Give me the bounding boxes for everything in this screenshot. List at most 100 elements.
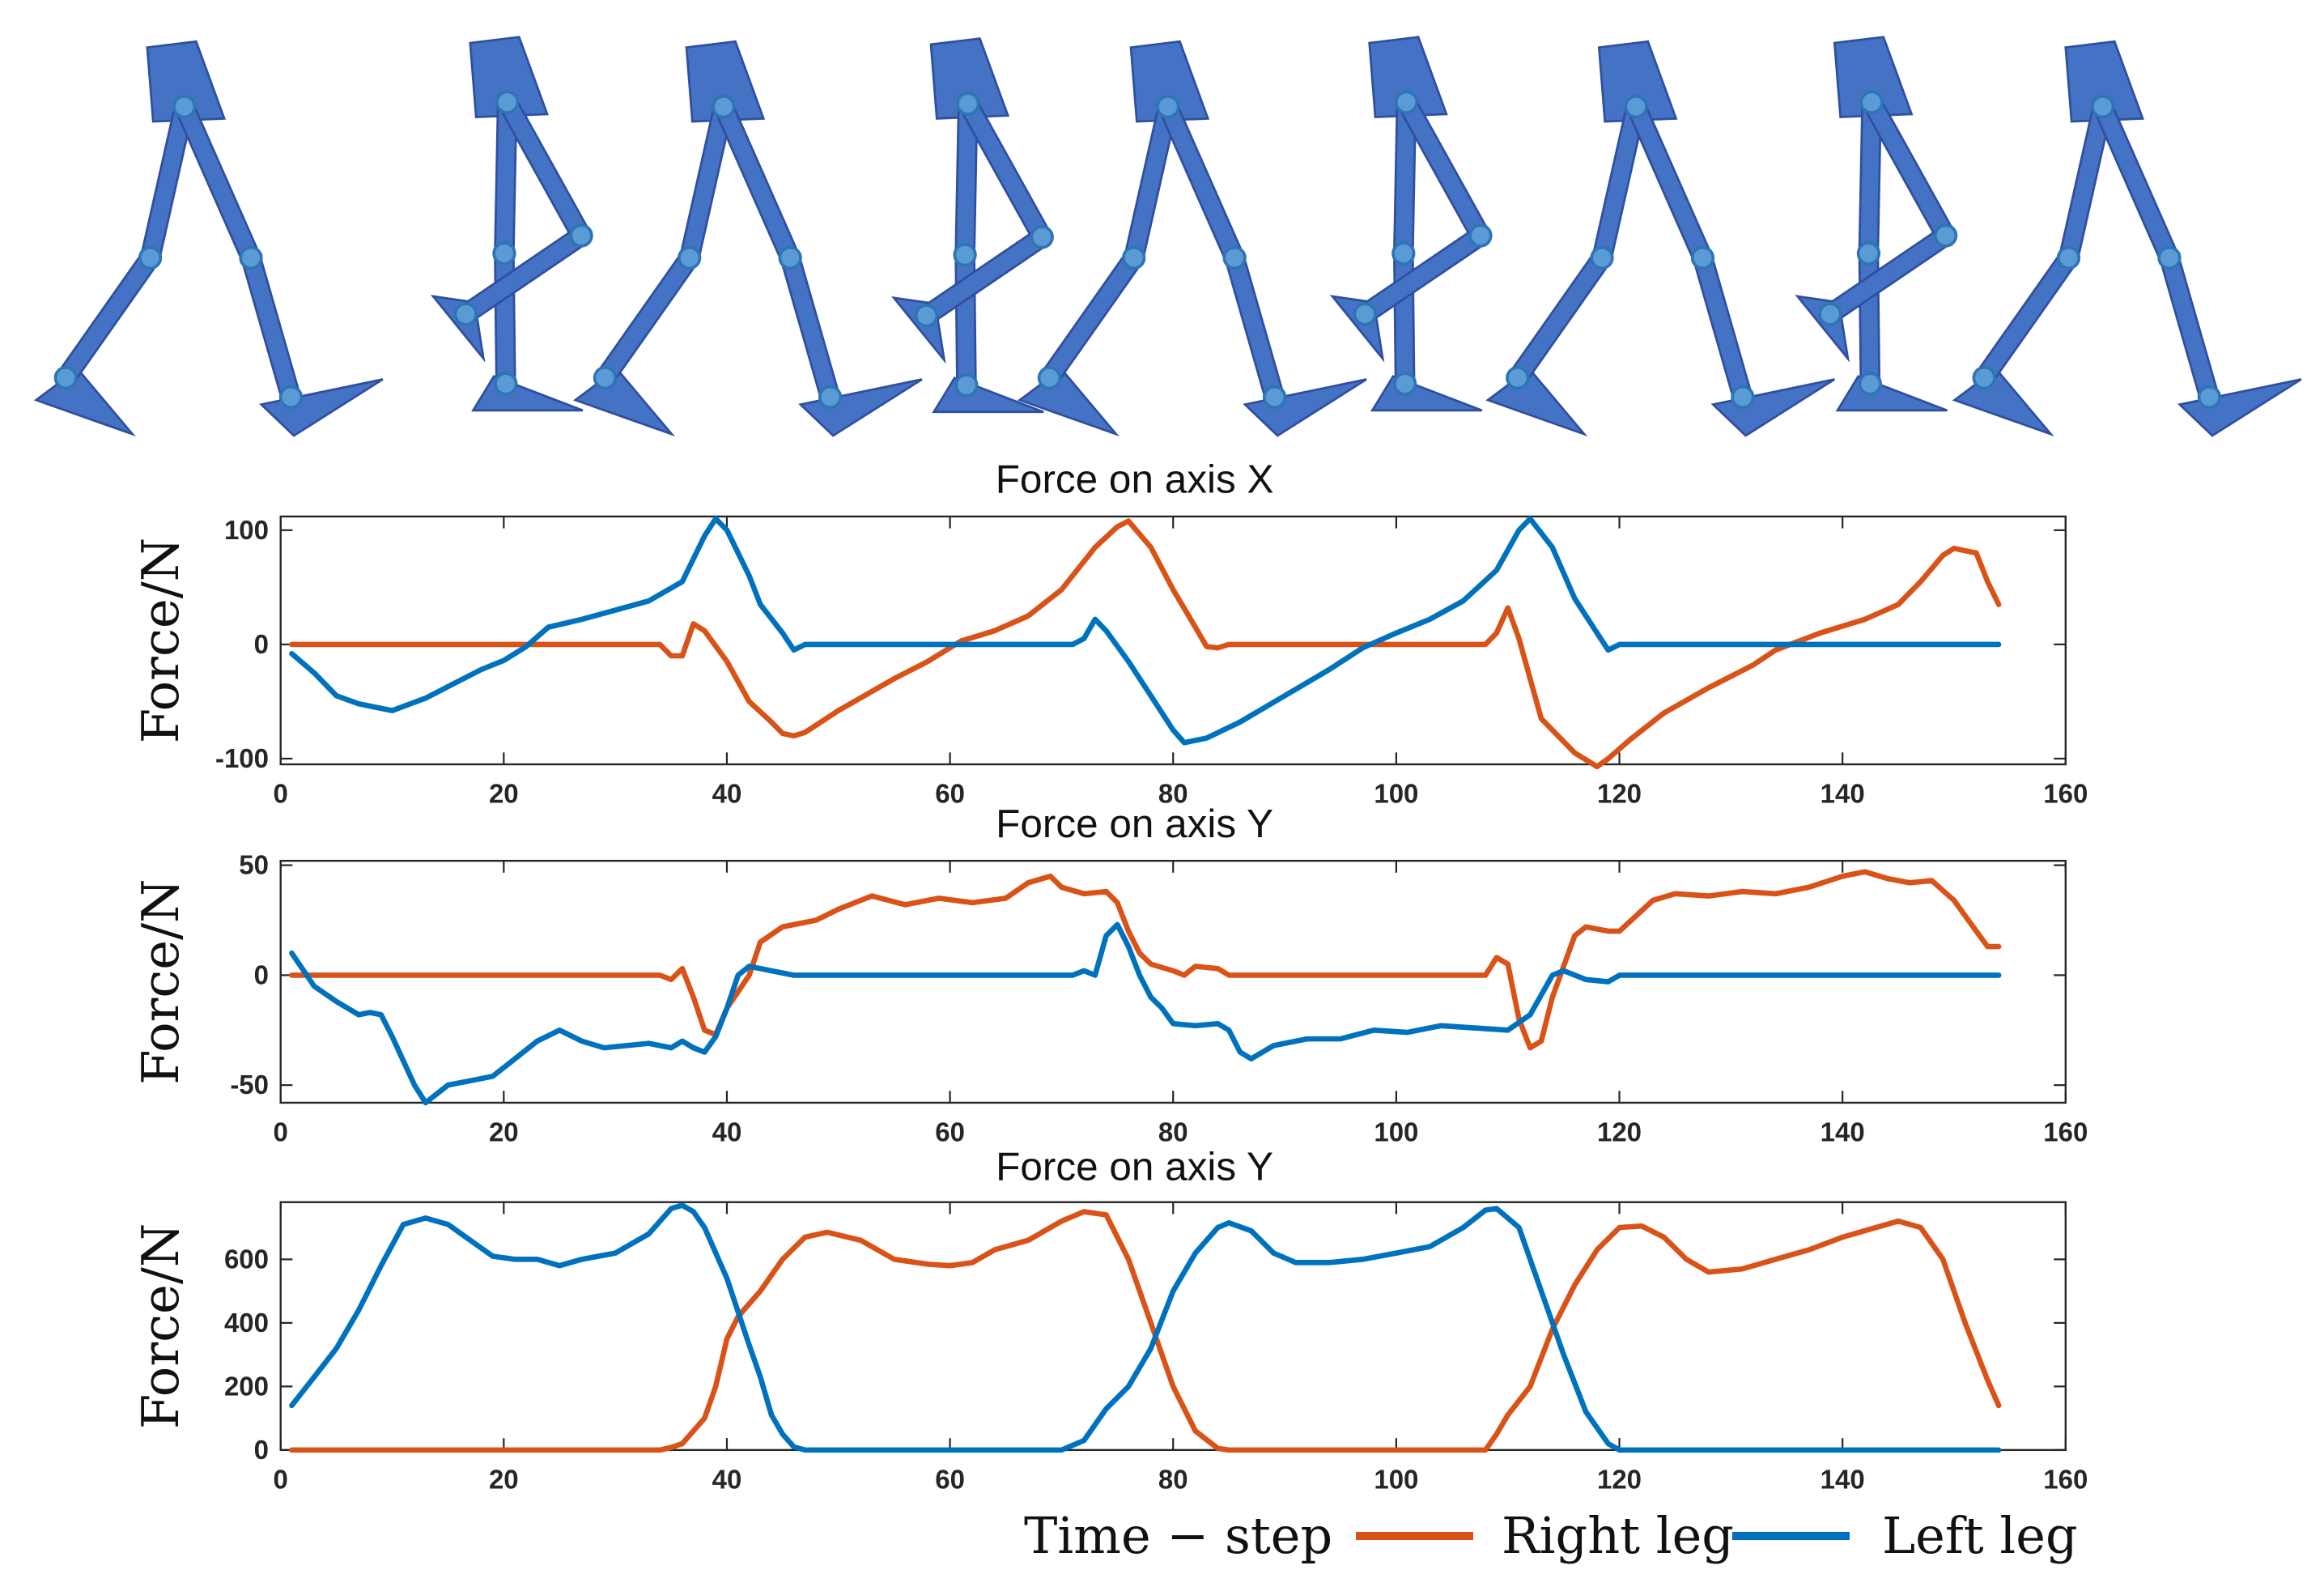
x-tick-label: 160 <box>2043 1117 2088 1147</box>
joint-marker <box>569 223 593 248</box>
right-leg-line <box>289 1209 2002 1453</box>
shank-segment <box>1860 245 1879 393</box>
thigh-segment <box>1395 94 1415 262</box>
joint-marker <box>1690 245 1715 270</box>
chart-title: Force on axis X <box>996 457 1274 502</box>
torso-block <box>2064 40 2144 123</box>
joint-marker <box>492 241 516 266</box>
x-axis-label: Time − step <box>1024 1506 1333 1565</box>
front-foot <box>2177 378 2302 437</box>
joint-marker <box>278 385 304 410</box>
thigh-segment <box>1159 98 1243 266</box>
joint-marker <box>1972 366 1996 390</box>
chart-title: Force on axis Y <box>996 1144 1273 1189</box>
right-leg-line <box>289 518 2002 770</box>
gait-stick-figures <box>33 36 2302 437</box>
shank-segment <box>1509 249 1611 386</box>
stick-figure <box>1952 40 2302 437</box>
plot-area <box>279 1201 2067 1452</box>
joint-marker <box>953 243 977 267</box>
x-tick-label: 120 <box>1597 1465 1642 1495</box>
legend-label-left: Left leg <box>1882 1506 2078 1565</box>
stick-figure <box>1329 36 1493 412</box>
x-tick-label: 120 <box>1597 1117 1642 1147</box>
joint-marker <box>239 245 263 270</box>
thigh-segment <box>957 96 976 263</box>
x-tick-label: 20 <box>489 779 519 809</box>
x-tick-label: 120 <box>1597 779 1642 809</box>
left-leg-line <box>289 921 2002 1106</box>
shank-segment <box>57 249 159 386</box>
shank-segment <box>957 246 975 393</box>
right-leg-line <box>289 869 2002 1051</box>
thigh-segment <box>142 98 193 266</box>
thigh-segment <box>1593 98 1645 266</box>
y-tick-label: 200 <box>224 1371 269 1401</box>
joint-marker <box>678 245 702 270</box>
y-tick-label: 100 <box>224 515 269 545</box>
torso-block <box>929 37 1010 120</box>
x-tick-label: 0 <box>274 779 288 809</box>
y-tick-label: 0 <box>254 1435 269 1465</box>
stick-figure <box>1795 36 1958 412</box>
thigh-segment <box>2094 98 2178 266</box>
chart-3: Force on axis Y Force/N 0 20 40 60 80 100 120 140… <box>131 1144 2088 1494</box>
joint-marker <box>1353 302 1377 326</box>
joint-marker <box>1468 223 1493 248</box>
x-tick-label: 60 <box>935 1117 965 1147</box>
x-tick-label: 100 <box>1374 779 1418 809</box>
torso-block <box>1368 36 1448 119</box>
chart-1: Force on axis X Force/N 0 20 40 60 80 100 120 140… <box>131 457 2088 809</box>
joint-marker <box>1262 385 1287 410</box>
x-tick-label: 80 <box>1158 1465 1188 1495</box>
joint-marker <box>494 372 518 396</box>
joint-marker <box>2090 95 2115 119</box>
thigh-segment <box>1860 94 1880 262</box>
x-tick-label: 60 <box>935 779 965 809</box>
shank-segment <box>1694 249 1751 406</box>
joint-marker <box>138 245 163 270</box>
y-axis-label: Force/N <box>131 878 190 1084</box>
joint-marker <box>1506 366 1530 390</box>
joint-marker <box>1222 245 1247 270</box>
legend-swatch-right <box>1356 1532 1473 1540</box>
joint-marker <box>954 373 979 398</box>
shank-segment <box>782 249 839 406</box>
joint-marker <box>914 304 939 328</box>
y-tick-label: 600 <box>224 1244 269 1274</box>
joint-marker <box>712 95 736 119</box>
x-tick-label: 160 <box>2043 779 2088 809</box>
shank-segment <box>242 249 300 406</box>
joint-marker <box>2056 245 2081 270</box>
chart-2: Force on axis Y Force/N 0 20 40 60 80 100 120 140… <box>131 802 2088 1147</box>
x-tick-label: 140 <box>1821 1117 1865 1147</box>
stick-figure <box>1485 40 1836 437</box>
y-tick-label: 400 <box>224 1308 269 1338</box>
y-tick-label: 0 <box>254 629 269 659</box>
front-foot <box>258 378 384 437</box>
x-tick-label: 140 <box>1821 1465 1865 1495</box>
thigh-segment <box>959 96 1051 245</box>
thigh-segment <box>1125 98 1176 266</box>
x-tick-label: 0 <box>274 1465 288 1495</box>
shank-segment <box>1395 245 1413 393</box>
x-tick-label: 20 <box>489 1465 519 1495</box>
legend-swatch-left <box>1732 1532 1850 1540</box>
joint-marker <box>593 366 618 390</box>
thigh-segment <box>1628 98 1711 266</box>
stick-figure <box>430 36 593 412</box>
joint-marker <box>172 95 197 119</box>
y-tick-label: -50 <box>230 1070 269 1100</box>
x-tick-label: 80 <box>1158 1117 1188 1147</box>
x-tick-label: 40 <box>712 1117 742 1147</box>
front-foot <box>1243 378 1367 437</box>
x-tick-label: 0 <box>274 1117 288 1147</box>
joint-marker <box>1818 302 1842 326</box>
joint-marker <box>2197 385 2221 410</box>
joint-marker <box>1394 90 1419 114</box>
thigh-segment <box>495 94 516 262</box>
thigh-segment <box>681 98 732 266</box>
joint-marker <box>1933 223 1958 248</box>
